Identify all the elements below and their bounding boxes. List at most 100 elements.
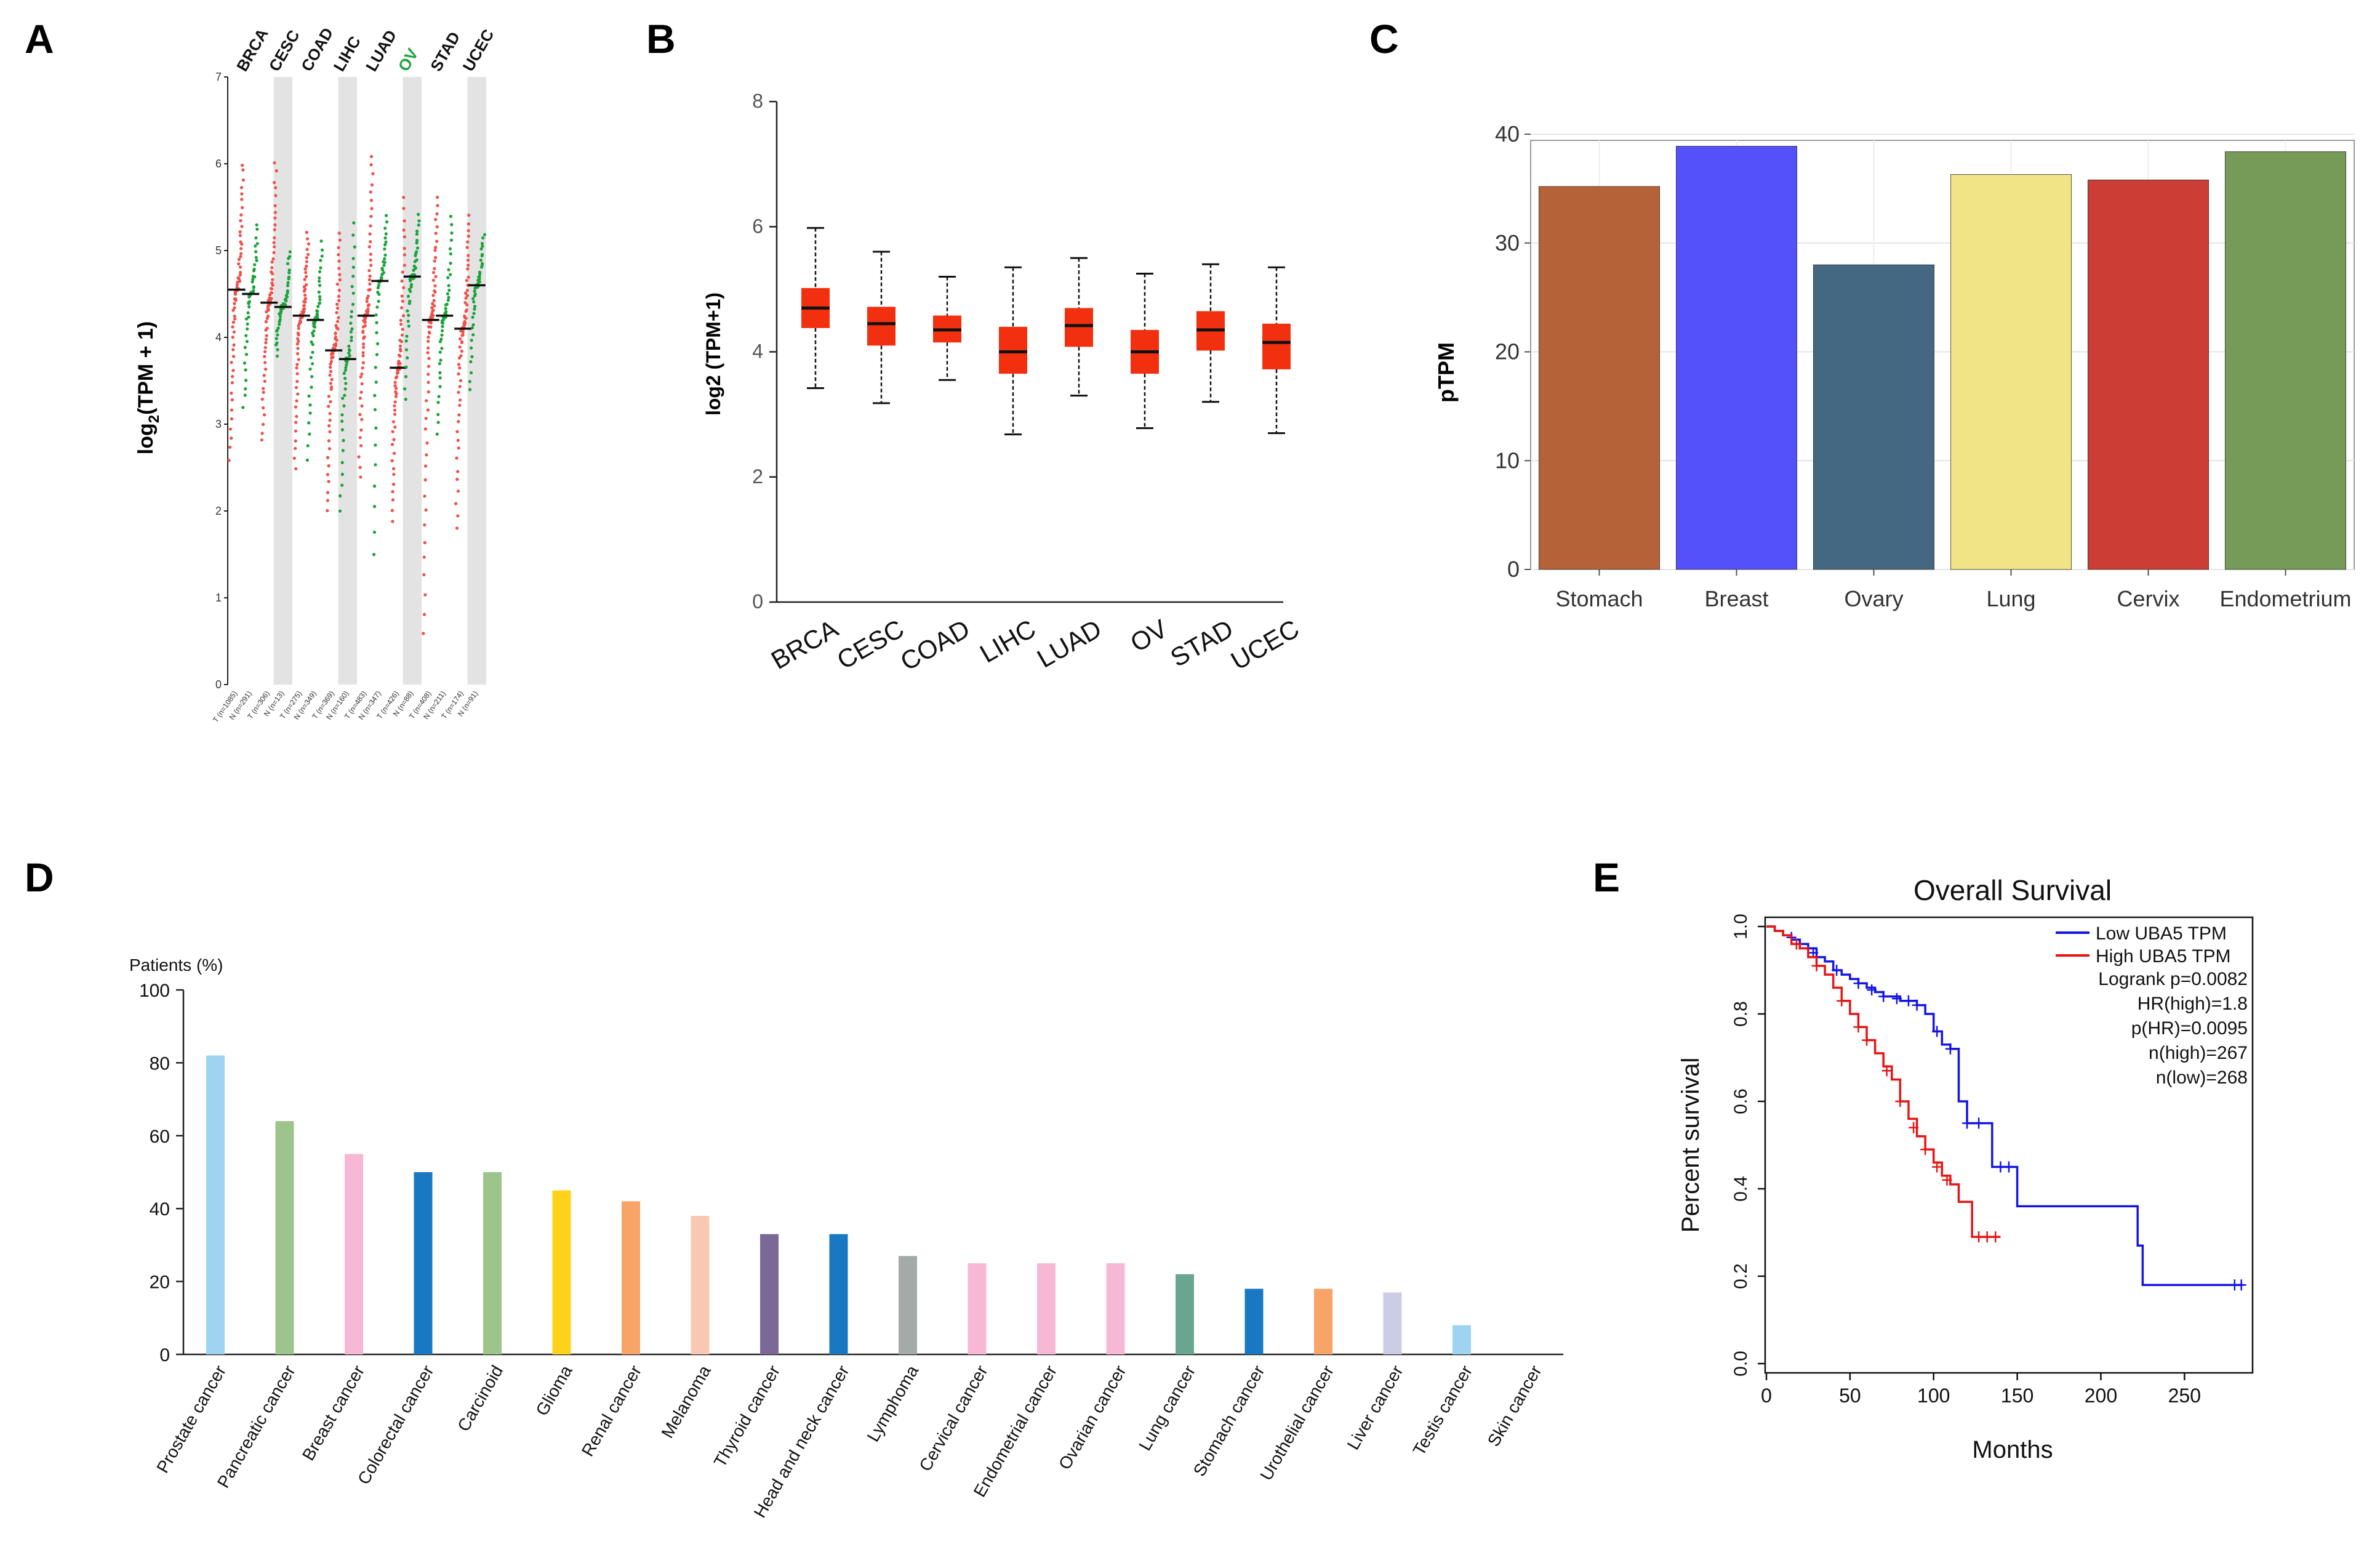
panel-a-normal-dot [342, 371, 346, 376]
panel-a-tumor-dot [427, 390, 430, 394]
panel-a-normal-dot [255, 227, 259, 231]
panel-c-x-tick-label: Endometrium [2219, 586, 2351, 611]
panel-a-normal-dot [342, 404, 346, 408]
panel-a-tumor-dot [433, 267, 436, 270]
panel-d-x-tick-label: Cervical cancer [915, 1362, 991, 1475]
panel-a-tumor-dot [395, 387, 398, 390]
panel-a-normal-dot [318, 298, 322, 302]
panel-a-normal-dot [375, 342, 380, 345]
panel-a-normal-dot [254, 236, 258, 240]
panel-a-tumor-dot [358, 396, 362, 400]
panel-a-tumor-dot [303, 293, 307, 297]
panel-a-normal-dot [311, 334, 315, 337]
panel-a-normal-dot [251, 278, 255, 281]
panel-a-normal-dot [444, 307, 447, 310]
panel-a-tumor-dot [361, 351, 365, 355]
panel-a-y-label-main: log [134, 423, 158, 454]
panel-a-tumor-dot [230, 398, 234, 402]
panel-a-normal-dot [255, 242, 259, 246]
panel-a-tumor-dot [260, 438, 263, 442]
panel-d-x-tick-label: Lung cancer [1135, 1362, 1199, 1454]
panel-a-tumor-dot [392, 438, 396, 441]
panel-a-normal-dot [245, 340, 249, 344]
panel-a-normal-dot [284, 294, 288, 297]
panel-a-normal-dot [247, 305, 251, 309]
panel-a-tumor-dot [400, 279, 404, 283]
panel-a-tumor-dot [399, 306, 404, 310]
panel-a-tumor-dot [426, 346, 430, 350]
panel-a-y-tick-label: 1 [215, 592, 222, 604]
panel-a-tumor-dot [426, 351, 430, 355]
panel-a-normal-dot [241, 406, 245, 409]
panel-a-tumor-dot [304, 271, 308, 275]
panel-a-tumor-dot [458, 385, 462, 388]
panel-a-tumor-dot [302, 285, 307, 289]
panel-a-tumor-dot [233, 317, 237, 321]
panel-a-y-tick-label: 2 [215, 505, 222, 517]
panel-a-tumor-dot [457, 356, 461, 360]
panel-a-tumor-dot [239, 219, 242, 223]
panel-a-normal-dot [415, 230, 419, 233]
panel-a-tumor-dot [240, 192, 244, 196]
panel-c-x-tick-label: Breast [1704, 586, 1768, 611]
panel-a-normal-dot [441, 324, 444, 328]
panel-a-tumor-dot [371, 172, 375, 175]
panel-e-high-censor [1895, 1096, 1905, 1107]
panel-a-normal-dot [438, 376, 442, 380]
panel-a-normal-dot [415, 246, 420, 250]
panel-a-normal-dot [307, 421, 311, 425]
panel-a-normal-dot [255, 223, 258, 227]
panel-a-normal-dot [372, 530, 377, 534]
panel-a-normal-dot [244, 387, 247, 391]
panel-a-normal-dot [244, 353, 249, 356]
panel-a-normal-dot [244, 334, 248, 337]
panel-e-stat: HR(high)=1.8 [2138, 994, 2248, 1014]
panel-c-y-tick-label: 30 [1495, 230, 1520, 255]
panel-a-tumor-dot [236, 276, 240, 279]
panel-a-tumor-dot [366, 294, 370, 298]
panel-a-tumor-dot [239, 240, 242, 244]
panel-a-tumor-dot [266, 307, 270, 310]
panel-a-normal-dot [306, 444, 310, 448]
panel-a-tumor-dot [232, 330, 236, 334]
panel-a-tumor-dot [274, 186, 278, 190]
panel-c-bar [1538, 186, 1661, 570]
panel-a-tumor-dot [436, 204, 439, 207]
panel-a-normal-dot [444, 310, 448, 313]
panel-a-tumor-dot [433, 289, 436, 293]
panel-a-tumor-dot [329, 400, 332, 404]
panel-a-normal-dot [481, 244, 484, 248]
panel-a-normal-dot [473, 305, 477, 308]
panel-a-tumor-dot [369, 155, 374, 158]
panel-e-y-tick-label: 0.2 [1731, 1263, 1751, 1289]
panel-a-normal-dot [478, 280, 481, 284]
panel-a-normal-dot [278, 312, 281, 316]
panel-a-tumor-dot [273, 211, 277, 214]
panel-a-tumor-dot [303, 267, 307, 271]
panel-a-tumor-dot [361, 345, 366, 349]
panel-a-normal-dot [375, 331, 379, 335]
panel-a-tumor-dot [337, 299, 341, 302]
panel-a-normal-dot [246, 327, 249, 331]
panel-a-tumor-dot [423, 427, 427, 431]
panel-a-normal-dot [407, 324, 411, 328]
panel-a-tumor-dot [241, 168, 245, 172]
panel-e-legend-label: Low UBA5 TPM [2096, 923, 2227, 944]
panel-a-normal-dot [439, 358, 443, 362]
panel-a-normal-dot [383, 253, 387, 257]
panel-a-tumor-dot [297, 326, 300, 331]
panel-a-tumor-dot [239, 270, 242, 275]
panel-d-bar [483, 1172, 502, 1354]
panel-a-tumor-dot [397, 360, 401, 363]
panel-a-tumor-dot [327, 439, 331, 443]
panel-a-normal-dot [438, 371, 442, 375]
panel-a-tumor-dot [302, 304, 306, 307]
panel-d-bar [1176, 1274, 1194, 1354]
panel-a-tumor-dot [360, 372, 364, 376]
panel-e-stat: p(HR)=0.0095 [2131, 1018, 2248, 1039]
panel-a-tumor-dot [393, 404, 396, 408]
panel-e-low-censor [2236, 1279, 2246, 1291]
panel-c-y-tick-label: 40 [1495, 121, 1520, 147]
panel-a-tumor-dot [393, 412, 397, 416]
panel-a-tumor-dot [358, 436, 362, 440]
